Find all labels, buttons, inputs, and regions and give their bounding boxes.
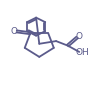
Text: OH: OH: [75, 48, 89, 57]
Text: O: O: [75, 32, 82, 41]
Text: O: O: [11, 27, 18, 36]
